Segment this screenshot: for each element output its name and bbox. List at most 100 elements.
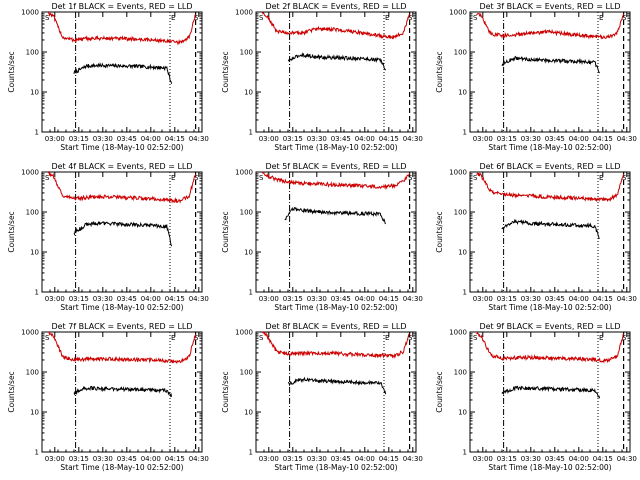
marker-s: S (259, 174, 264, 182)
chart-panel-5: Det 5f BLACK = Events, RED = LLD 1 10 100 10… (221, 162, 423, 312)
events-series-line (501, 55, 600, 74)
x-tick-label: 03:30 (93, 455, 113, 463)
events-series-line (73, 385, 173, 398)
x-tick-label: 03:30 (307, 455, 327, 463)
x-tick-label: 04:15 (165, 455, 185, 463)
lld-series-line (476, 12, 625, 40)
chart-panel-2: Det 2f BLACK = Events, RED = LLD 1 10 100 10… (221, 2, 423, 152)
x-tick-label: 03:15 (497, 455, 517, 463)
chart-title: Det 4f BLACK = Events, RED = LLD (51, 162, 192, 171)
x-tick-label: 03:45 (331, 295, 351, 303)
marker-s: S (408, 334, 413, 342)
x-tick-label: 04:30 (189, 295, 209, 303)
lld-series-line (48, 331, 197, 364)
y-tick-label: 10 (244, 409, 253, 417)
x-tick-label: 04:00 (569, 135, 589, 143)
marker-s: S (473, 174, 478, 182)
plot-frame (255, 331, 417, 453)
x-tick-label: 03:15 (497, 135, 517, 143)
y-axis-label: Counts/sec (7, 211, 16, 252)
x-tick-label: 03:45 (545, 295, 565, 303)
x-tick-label: 04:15 (593, 135, 613, 143)
marker-e: E (599, 334, 603, 342)
marker-e: E (385, 334, 389, 342)
y-tick-label: 10 (458, 89, 467, 97)
y-tick-label: 100 (240, 209, 253, 217)
x-tick-label: 03:30 (307, 295, 327, 303)
x-tick-label: 04:00 (569, 295, 589, 303)
y-axis-label: Counts/sec (435, 211, 444, 252)
marker-s: S (622, 174, 627, 182)
x-tick-label: 04:30 (617, 295, 637, 303)
chart-panel-6: Det 6f BLACK = Events, RED = LLD 1 10 100 10… (435, 162, 637, 312)
y-tick-label: 10 (458, 409, 467, 417)
chart-title: Det 9f BLACK = Events, RED = LLD (479, 322, 620, 331)
y-tick-label: 1 (249, 289, 253, 297)
x-tick-label: 03:45 (117, 455, 137, 463)
y-tick-label: 1000 (235, 9, 253, 17)
x-tick-label: 04:30 (189, 455, 209, 463)
x-tick-label: 04:00 (141, 455, 161, 463)
marker-s: S (259, 14, 264, 22)
x-tick-label: 03:15 (69, 135, 89, 143)
marker-s: S (408, 174, 413, 182)
y-tick-label: 1000 (449, 329, 467, 337)
marker-e: E (171, 14, 175, 22)
chart-panel-7: Det 7f BLACK = Events, RED = LLD 1 10 100 10… (7, 322, 209, 472)
marker-s: S (408, 14, 413, 22)
y-tick-label: 1000 (235, 329, 253, 337)
y-tick-label: 10 (244, 89, 253, 97)
x-tick-label: 04:15 (379, 135, 399, 143)
y-tick-label: 1 (35, 289, 39, 297)
lld-series-line (47, 170, 197, 204)
events-series-line (501, 385, 601, 399)
x-tick-label: 04:15 (593, 455, 613, 463)
events-series-line (287, 52, 387, 71)
chart-panel-3: Det 3f BLACK = Events, RED = LLD 1 10 100 10… (435, 2, 637, 152)
x-tick-label: 04:15 (593, 295, 613, 303)
marker-e: E (171, 174, 175, 182)
x-tick-label: 03:30 (521, 135, 541, 143)
lld-series-line (476, 332, 625, 364)
y-tick-label: 10 (30, 409, 39, 417)
x-tick-label: 04:15 (379, 455, 399, 463)
x-tick-label: 03:45 (331, 135, 351, 143)
plot-frame (469, 331, 631, 453)
x-tick-label: 04:00 (141, 295, 161, 303)
x-tick-label: 03:00 (45, 135, 65, 143)
y-tick-label: 100 (240, 49, 253, 57)
y-tick-label: 1 (463, 129, 467, 137)
chart-panel-4: Det 4f BLACK = Events, RED = LLD 1 10 100 10… (7, 162, 209, 312)
marker-s: S (45, 334, 50, 342)
plot-frame (41, 331, 203, 453)
x-tick-label: 03:30 (93, 295, 113, 303)
x-tick-label: 04:30 (617, 455, 637, 463)
lld-series-line (47, 10, 197, 46)
y-axis-label: Counts/sec (7, 371, 16, 412)
lld-series-line (261, 11, 411, 40)
x-axis-label: Start Time (18-May-10 02:52:00) (60, 303, 183, 312)
x-axis-label: Start Time (18-May-10 02:52:00) (274, 303, 397, 312)
x-tick-label: 03:00 (259, 135, 279, 143)
y-tick-label: 100 (26, 209, 39, 217)
x-tick-label: 03:45 (545, 455, 565, 463)
y-axis-label: Counts/sec (435, 51, 444, 92)
chart-title: Det 1f BLACK = Events, RED = LLD (51, 2, 192, 11)
x-tick-label: 03:00 (45, 295, 65, 303)
x-axis-label: Start Time (18-May-10 02:52:00) (60, 143, 183, 152)
x-tick-label: 03:15 (283, 295, 303, 303)
chart-title: Det 5f BLACK = Events, RED = LLD (265, 162, 406, 171)
y-tick-label: 10 (458, 249, 467, 257)
marker-s: S (473, 334, 478, 342)
x-axis-label: Start Time (18-May-10 02:52:00) (274, 463, 397, 472)
chart-panel-8: Det 8f BLACK = Events, RED = LLD 1 10 100 10… (221, 322, 423, 472)
x-axis-label: Start Time (18-May-10 02:52:00) (488, 463, 611, 472)
x-tick-label: 04:15 (379, 295, 399, 303)
y-tick-label: 1 (249, 129, 253, 137)
x-tick-label: 03:30 (521, 455, 541, 463)
x-tick-label: 04:00 (141, 135, 161, 143)
y-axis-label: Counts/sec (221, 211, 230, 252)
marker-s: S (45, 14, 50, 22)
y-tick-label: 1 (463, 449, 467, 457)
y-axis-label: Counts/sec (221, 371, 230, 412)
